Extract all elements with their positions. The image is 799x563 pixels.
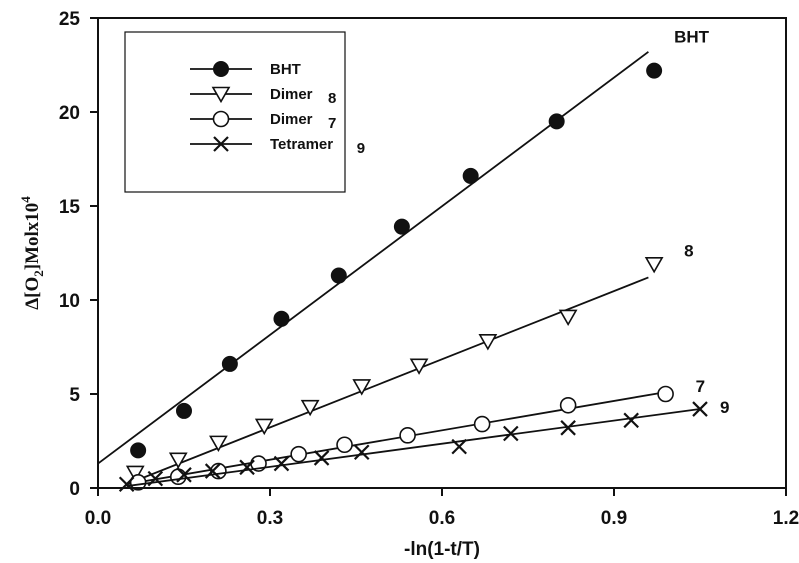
legend-label: Dimer: [270, 111, 313, 128]
y-axis-title-sub: 2: [31, 270, 46, 277]
y-tick-label: 5: [69, 385, 80, 406]
data-point: [473, 415, 491, 433]
data-point: [353, 444, 370, 461]
axis-ticks: 0.0 0.3 0.6 0.9 1.2 0 5 10 15 20 25: [59, 9, 799, 529]
y-tick-label: 10: [59, 291, 80, 312]
y-tick-label: 20: [59, 103, 80, 124]
data-point: [313, 450, 330, 466]
data-point: [239, 459, 255, 476]
legend-item: Dimer 7: [190, 110, 336, 132]
data-point: [560, 420, 576, 436]
y-axis-title-close: ]Molx10: [22, 203, 43, 271]
legend-number: 9: [357, 140, 365, 157]
data-point: [273, 455, 290, 472]
series-end-label: 7: [696, 377, 705, 396]
legend-label: Tetramer: [270, 136, 333, 153]
x-tick-label: 0.0: [85, 508, 111, 529]
series-fit-line: [126, 276, 649, 486]
y-tick-label: 0: [69, 479, 80, 500]
y-tick-label: 15: [59, 197, 81, 218]
legend-number: 7: [328, 115, 336, 132]
data-point: [336, 436, 353, 454]
data-point: [393, 218, 410, 235]
data-point: [290, 445, 307, 463]
y-axis-title-open: [O: [22, 277, 43, 298]
x-axis-title: -ln(1-t/T): [404, 539, 480, 560]
y-axis-title: Δ[O2]Molx104: [18, 196, 46, 310]
legend-item: Dimer 8: [190, 86, 336, 107]
data-point: [168, 452, 188, 469]
legend-item: Tetramer 9: [190, 136, 365, 157]
data-point: [451, 438, 467, 455]
data-point: [503, 425, 519, 442]
x-tick-label: 0.9: [601, 508, 627, 529]
legend-number: 8: [328, 90, 336, 107]
data-point: [273, 310, 290, 327]
data-point: [646, 62, 663, 79]
data-point: [399, 427, 416, 444]
data-point: [692, 401, 708, 417]
series-4: 9: [118, 398, 729, 493]
series-end-label: 9: [720, 398, 729, 417]
data-point: [221, 355, 238, 372]
data-point: [300, 399, 320, 417]
legend-label: Dimer: [270, 86, 313, 103]
data-point: [352, 379, 372, 396]
data-point: [176, 402, 192, 419]
legend-box: [124, 31, 346, 193]
data-point: [657, 385, 674, 403]
y-tick-label: 25: [59, 9, 81, 30]
data-point: [644, 256, 664, 274]
data-point: [558, 309, 578, 327]
data-point: [409, 358, 429, 375]
series-2: 8: [125, 241, 694, 486]
data-point: [462, 167, 479, 184]
legend-marker: [213, 136, 229, 152]
data-point: [125, 465, 145, 483]
data-point: [130, 442, 147, 459]
legend-label: BHT: [270, 61, 301, 78]
data-point: [478, 334, 498, 351]
y-axis-title-sup: 4: [18, 196, 33, 203]
series-fit-line: [126, 408, 701, 488]
series-fit-line: [126, 391, 666, 486]
series-1: BHT: [97, 28, 710, 465]
legend-marker: [211, 86, 231, 104]
data-point: [559, 396, 577, 414]
legend: BHT Dimer 8 Dimer 7 Tetramer 9: [124, 31, 365, 193]
data-point: [176, 467, 192, 483]
y-axis-title-delta: Δ: [22, 298, 43, 310]
data-point: [204, 463, 221, 479]
legend-items: BHT Dimer 8 Dimer 7 Tetramer 9: [190, 61, 365, 157]
legend-marker: [213, 61, 229, 77]
data-point: [254, 418, 274, 436]
x-tick-label: 1.2: [773, 508, 799, 529]
legend-item: BHT: [190, 61, 301, 78]
data-point: [129, 474, 147, 491]
x-tick-label: 0.3: [257, 508, 283, 529]
data-point: [548, 113, 565, 130]
data-point: [147, 470, 164, 487]
data-point: [623, 412, 639, 429]
data-point: [330, 267, 347, 284]
data-point: [209, 435, 228, 452]
series-end-label: BHT: [674, 28, 710, 47]
legend-marker: [212, 110, 230, 128]
x-tick-label: 0.6: [429, 508, 455, 529]
series-end-label: 8: [684, 241, 693, 260]
